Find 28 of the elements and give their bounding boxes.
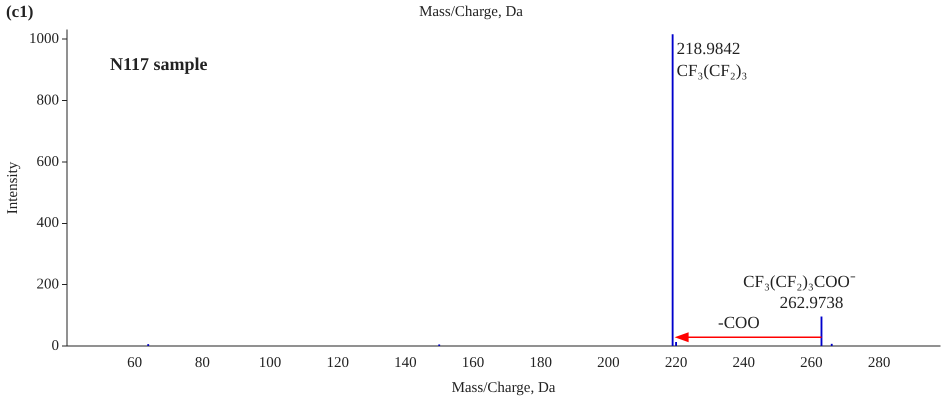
text: Mass/Charge, Da: [419, 4, 523, 21]
x-tick-label: 140: [394, 354, 417, 371]
x-axis-title: Mass/Charge, Da: [452, 380, 556, 396]
annotation: N117 sample: [110, 54, 208, 75]
text: (c1): [6, 2, 34, 22]
y-tick-label: 1000: [29, 31, 59, 48]
x-tick-label: 260: [800, 354, 823, 371]
x-tick-label: 120: [326, 354, 349, 371]
annotation: CF₃(CF₂)₃COO⁻: [743, 270, 856, 292]
y-tick-label: 800: [36, 92, 59, 108]
y-tick-label: 200: [36, 276, 59, 293]
x-tick-label: 200: [597, 354, 620, 371]
x-tick-label: 80: [194, 354, 210, 371]
x-tick-label: 60: [127, 354, 142, 371]
y-tick-label: 0: [52, 338, 59, 354]
x-tick-label: 240: [732, 354, 755, 371]
x-tick-label: 100: [258, 354, 282, 371]
x-tick-label: 220: [664, 354, 688, 371]
x-tick-label: 280: [868, 354, 890, 371]
annotation: 262.9738: [780, 292, 844, 313]
x-tick-label: 160: [462, 354, 484, 371]
annotation: -COO: [718, 313, 760, 334]
y-tick-label: 400: [36, 215, 59, 232]
y-tick-label: 600: [36, 154, 59, 170]
x-tick-label: 180: [529, 354, 552, 371]
y-axis-title: Intensity: [4, 161, 21, 214]
annotation: CF₃(CF₂)₃: [676, 60, 748, 81]
annotation: 218.9842: [676, 38, 740, 59]
